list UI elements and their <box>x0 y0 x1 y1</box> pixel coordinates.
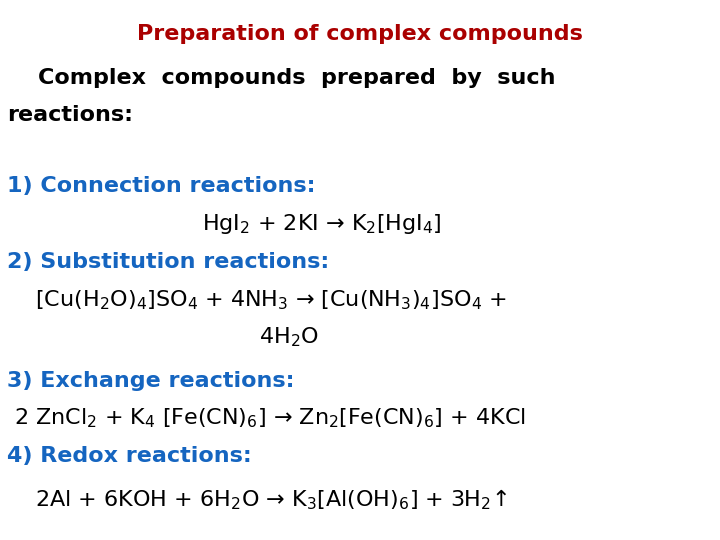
Text: reactions:: reactions: <box>7 105 133 125</box>
Text: 1) Connection reactions:: 1) Connection reactions: <box>7 176 315 197</box>
Text: 2) Substitution reactions:: 2) Substitution reactions: <box>7 252 330 272</box>
Text: 2Al + 6KOH + 6H$_2$O → K$_3$[Al(OH)$_6$] + 3H$_2$↑: 2Al + 6KOH + 6H$_2$O → K$_3$[Al(OH)$_6$]… <box>7 487 508 512</box>
Text: 4H$_2$O: 4H$_2$O <box>259 326 319 349</box>
Text: Preparation of complex compounds: Preparation of complex compounds <box>137 24 583 44</box>
Text: 2 ZnCl$_2$ + K$_4$ [Fe(CN)$_6$] → Zn$_2$[Fe(CN)$_6$] + 4KCl: 2 ZnCl$_2$ + K$_4$ [Fe(CN)$_6$] → Zn$_2$… <box>7 407 526 430</box>
Text: 4) Redox reactions:: 4) Redox reactions: <box>7 446 252 467</box>
Text: HgI$_2$ + 2KI → K$_2$[HgI$_4$]: HgI$_2$ + 2KI → K$_2$[HgI$_4$] <box>202 212 441 236</box>
Text: Complex  compounds  prepared  by  such: Complex compounds prepared by such <box>7 68 556 87</box>
Text: 3) Exchange reactions:: 3) Exchange reactions: <box>7 370 294 391</box>
Text: [Cu(H$_2$O)$_4$]SO$_4$ + 4NH$_3$ → [Cu(NH$_3$)$_4$]SO$_4$ +: [Cu(H$_2$O)$_4$]SO$_4$ + 4NH$_3$ → [Cu(N… <box>7 288 507 312</box>
